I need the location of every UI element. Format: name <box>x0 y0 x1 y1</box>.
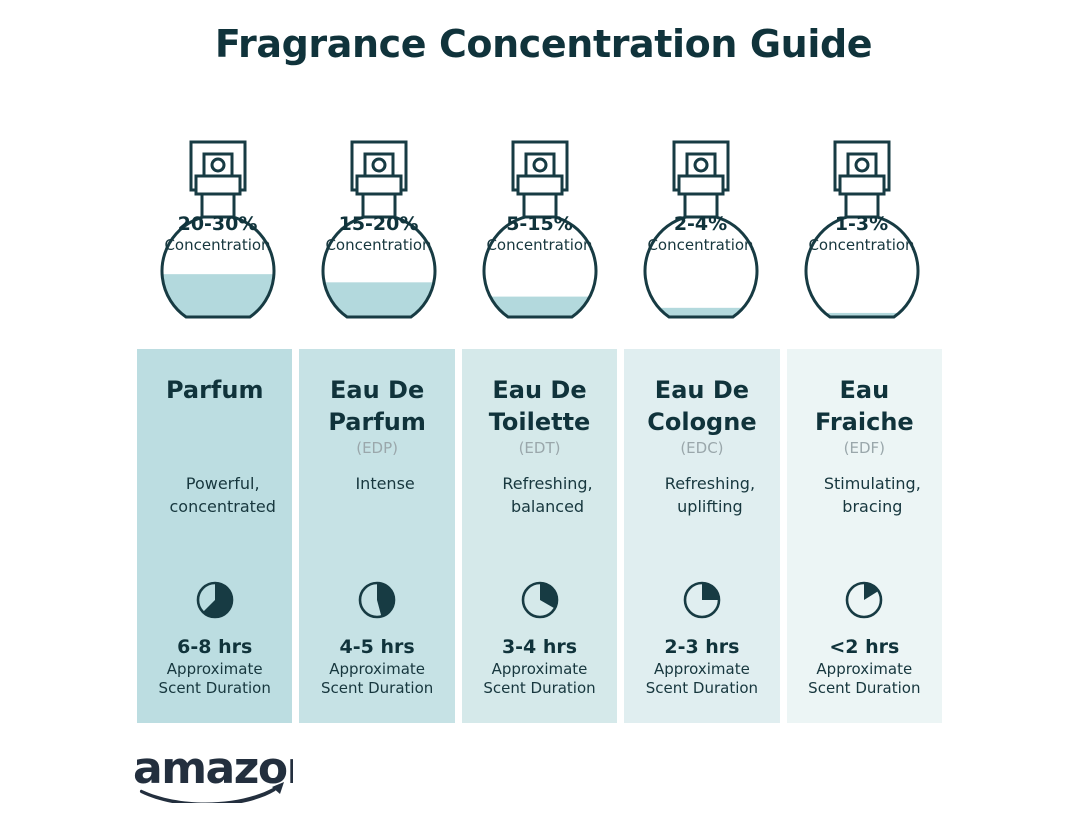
panel-title: Eau De Toilette <box>488 376 591 436</box>
duration-label-line1: Approximate <box>166 659 263 678</box>
clock-wedge <box>701 583 719 600</box>
sprayer-button-icon <box>210 157 225 173</box>
clock-wrap-eau-de-cologne <box>624 581 779 619</box>
panel-title: Parfum <box>165 376 264 404</box>
bottle-eau-de-cologne <box>643 140 758 319</box>
panel-abbreviation: (EDP) <box>356 439 398 458</box>
duration-block: <2 hrs Approximate Scent Duration <box>787 635 942 698</box>
duration-label-line2: Scent Duration <box>158 678 271 697</box>
bottle-liquid-eau-fraiche <box>805 312 918 317</box>
amazon-arrow-icon <box>272 782 284 794</box>
bottle-cell-eau-de-toilette: 5-15% Concentration <box>459 136 620 336</box>
sprayer-button-icon <box>371 157 386 173</box>
bottle-liquid-eau-de-parfum <box>322 282 435 317</box>
duration-block: 3-4 hrs Approximate Scent Duration <box>462 635 617 698</box>
bottle-cell-eau-de-parfum: 15-20% Concentration <box>298 136 459 336</box>
panel-description: Stimulating, bracing <box>823 474 921 516</box>
bottle-liquid-parfum <box>161 274 274 317</box>
duration-label-line2: Scent Duration <box>483 678 596 697</box>
duration-value: 6-8 hrs <box>177 636 253 658</box>
svg-text:amazon: amazon <box>133 745 293 794</box>
clock-wrap-eau-de-parfum <box>299 581 454 619</box>
bottle-neck <box>844 191 879 219</box>
amazon-logo: amazon <box>133 743 318 807</box>
sprayer-button-icon <box>532 157 547 173</box>
panel-title: Eau Fraiche <box>814 376 914 436</box>
duration-block: 2-3 hrs Approximate Scent Duration <box>624 635 779 698</box>
panel-abbreviation: (EDC) <box>680 439 724 458</box>
panel-title: Eau De Parfum <box>328 376 426 436</box>
bottle-neck <box>683 191 718 219</box>
bottle-cell-eau-de-cologne: 2-4% Concentration <box>620 136 781 336</box>
clock-wedge <box>202 583 232 617</box>
panel-eau-de-cologne: Eau De Cologne (EDC) Refreshing, upliftin… <box>624 349 780 723</box>
bottle-liquid-eau-de-cologne <box>644 307 757 317</box>
bottle-collar <box>838 174 885 196</box>
bottle-collar <box>194 174 241 196</box>
duration-label-line2: Scent Duration <box>320 678 434 697</box>
sprayer-button-icon <box>693 157 708 173</box>
bottle-body-outline <box>643 213 758 319</box>
clock-icon-eau-de-toilette <box>521 581 558 619</box>
panel-description: Intense <box>355 474 415 493</box>
clock-wedge <box>377 583 395 617</box>
bottle-neck <box>200 191 235 219</box>
sprayer-button-icon <box>854 157 869 173</box>
duration-value: 2-3 hrs <box>664 636 740 658</box>
duration-label-line2: Scent Duration <box>808 678 921 697</box>
duration-value: 4-5 hrs <box>339 636 415 658</box>
bottle-eau-de-parfum <box>321 140 436 319</box>
panel-eau-de-parfum: Eau De Parfum (EDP) Intense 4-5 hrs Appr… <box>299 349 455 723</box>
panel-eau-de-toilette: Eau De Toilette (EDT) Refreshing, balance… <box>461 349 618 723</box>
duration-block: 4-5 hrs Approximate Scent Duration <box>299 635 454 698</box>
bottle-collar <box>516 174 563 196</box>
amazon-smile-icon <box>139 787 276 807</box>
duration-label-line1: Approximate <box>654 659 750 678</box>
bottle-liquid-eau-de-toilette <box>483 296 596 317</box>
bottle-collar <box>677 174 724 196</box>
panel-eau-fraiche: Eau Fraiche (EDF) Stimulating, bracing <2… <box>786 349 943 723</box>
duration-value: 3-4 hrs <box>501 636 578 658</box>
clock-wedge <box>864 583 879 600</box>
panel-description: Powerful, concentrated <box>169 474 276 516</box>
fragrance-panels-row: Parfum Powerful, concentrated 6-8 hrs App… <box>137 349 943 723</box>
clock-wrap-eau-fraiche <box>787 581 942 619</box>
duration-value: <2 hrs <box>829 636 900 658</box>
bottle-collar <box>355 174 402 196</box>
bottle-cell-parfum: 20-30% Concentration <box>137 136 298 336</box>
duration-block: 6-8 hrs Approximate Scent Duration <box>137 635 292 698</box>
clock-wedge <box>539 583 557 609</box>
clock-wrap-eau-de-toilette <box>462 581 617 619</box>
duration-label-line2: Scent Duration <box>645 678 759 697</box>
clock-icon-eau-de-cologne <box>683 581 721 619</box>
panel-title: Eau De Cologne <box>647 376 757 436</box>
duration-label-line1: Approximate <box>816 659 913 678</box>
page-title: Fragrance Concentration Guide <box>214 22 873 66</box>
bottle-eau-de-toilette <box>482 140 597 319</box>
panel-description: Refreshing, balanced <box>502 474 593 516</box>
clock-icon-eau-fraiche <box>846 581 883 619</box>
bottle-cell-eau-fraiche: 1-3% Concentration <box>781 136 942 336</box>
bottle-neck <box>361 191 396 219</box>
panel-parfum: Parfum Powerful, concentrated 6-8 hrs App… <box>137 349 293 723</box>
panel-description: Refreshing, uplifting <box>664 474 756 516</box>
clock-wrap-parfum <box>137 581 292 619</box>
bottle-neck <box>522 191 557 219</box>
clock-icon-eau-de-parfum <box>358 581 396 619</box>
bottle-parfum <box>160 140 275 319</box>
duration-label-line1: Approximate <box>329 659 426 678</box>
clock-icon-parfum <box>196 581 234 619</box>
bottle-eau-fraiche <box>804 140 919 319</box>
panel-abbreviation: (EDT) <box>518 439 561 458</box>
bottles-row: 20-30% Concentration 15-20% Concentratio… <box>137 136 942 336</box>
panel-abbreviation: (EDF) <box>843 439 886 458</box>
bottle-body-outline <box>804 213 919 319</box>
duration-label-line1: Approximate <box>491 659 588 678</box>
